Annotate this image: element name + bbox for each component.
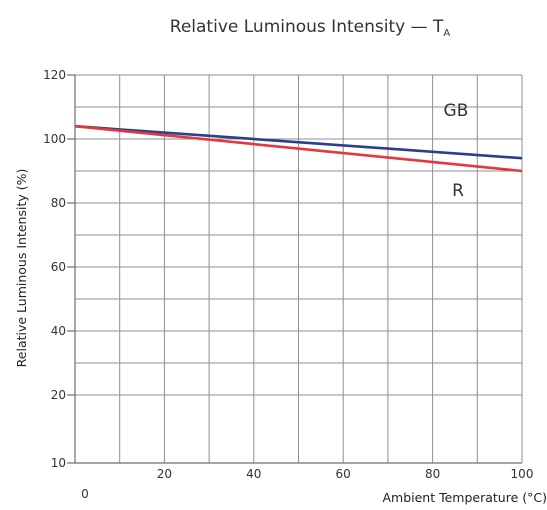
y-tick-label: 60 (51, 260, 66, 274)
y-tick-label: 80 (51, 196, 66, 210)
x-axis-title: Ambient Temperature (°C) (382, 490, 547, 505)
series-label-r: R (452, 181, 464, 201)
y-axis-title: Relative Luminous Intensity (%) (14, 169, 29, 368)
chart-title-subscript: A (443, 28, 450, 39)
series-line-r (74, 124, 523, 173)
series-line-gb (74, 124, 523, 160)
x-tick-label: 80 (425, 467, 440, 481)
y-tick-label: 20 (51, 388, 66, 402)
x-tick-label: 60 (336, 467, 351, 481)
chart-title-main: Relative Luminous Intensity — T (170, 17, 444, 37)
plot-area: 10 20 40 60 80 100 120 0 20 40 60 80 100 GB R (43, 68, 533, 501)
x-tick-label: 100 (511, 467, 534, 481)
y-tick-label: 40 (51, 324, 66, 338)
y-tick-label: 120 (43, 68, 66, 82)
chart-title: Relative Luminous Intensity — TA (170, 17, 451, 39)
y-tick-label: 10 (51, 456, 66, 470)
x-tick-label: 20 (157, 467, 172, 481)
x-tick-label: 40 (246, 467, 261, 481)
y-tick-label: 100 (43, 132, 66, 146)
series-label-gb: GB (444, 101, 469, 121)
x-tick-label: 0 (81, 487, 89, 501)
